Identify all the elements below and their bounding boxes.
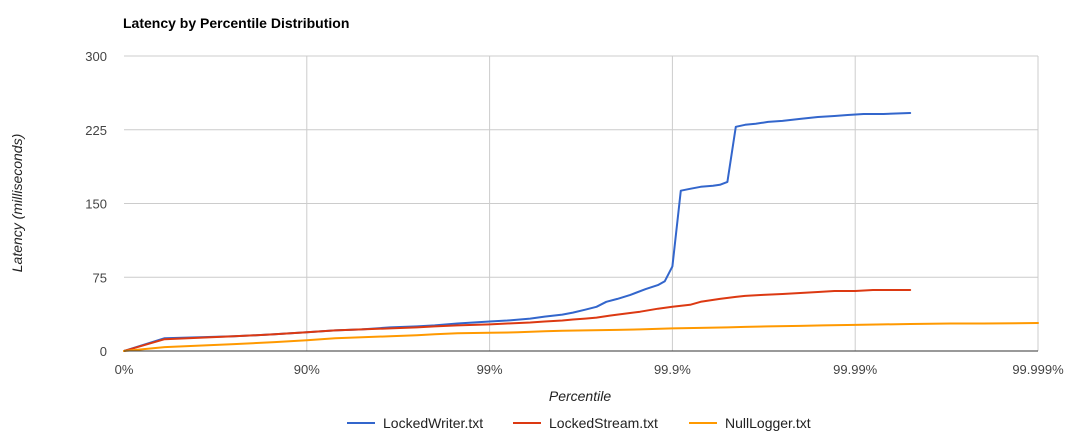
legend: LockedWriter.txt LockedStream.txt NullLogg… xyxy=(347,415,811,431)
legend-label: LockedWriter.txt xyxy=(383,415,483,431)
axis-layer: 0% 90% 99% 99.9% 99.99% 99.999% 0 75 150 225 300 xyxy=(85,49,1064,377)
x-tick-label: 99.999% xyxy=(1012,362,1064,377)
series-line-lockedwriter-txt xyxy=(123,112,912,352)
y-tick-label: 150 xyxy=(85,197,107,212)
y-tick-label: 300 xyxy=(85,49,107,64)
y-axis-title: Latency (milliseconds) xyxy=(9,134,25,273)
legend-label: NullLogger.txt xyxy=(725,415,811,431)
x-tick-label: 99.9% xyxy=(654,362,691,377)
x-tick-label: 99.99% xyxy=(833,362,878,377)
x-tick-label: 0% xyxy=(115,362,134,377)
series-line-nulllogger-txt xyxy=(123,322,1039,352)
y-tick-label: 0 xyxy=(100,344,107,359)
y-tick-label: 75 xyxy=(93,270,107,285)
chart-title: Latency by Percentile Distribution xyxy=(123,15,349,31)
series-line-lockedstream-txt xyxy=(123,289,912,352)
y-tick-label: 225 xyxy=(85,123,107,138)
x-tick-label: 90% xyxy=(294,362,320,377)
x-tick-label: 99% xyxy=(477,362,503,377)
series-layer xyxy=(123,112,1039,352)
x-axis-title: Percentile xyxy=(549,388,611,404)
legend-label: LockedStream.txt xyxy=(549,415,658,431)
grid-layer xyxy=(124,55,1039,351)
